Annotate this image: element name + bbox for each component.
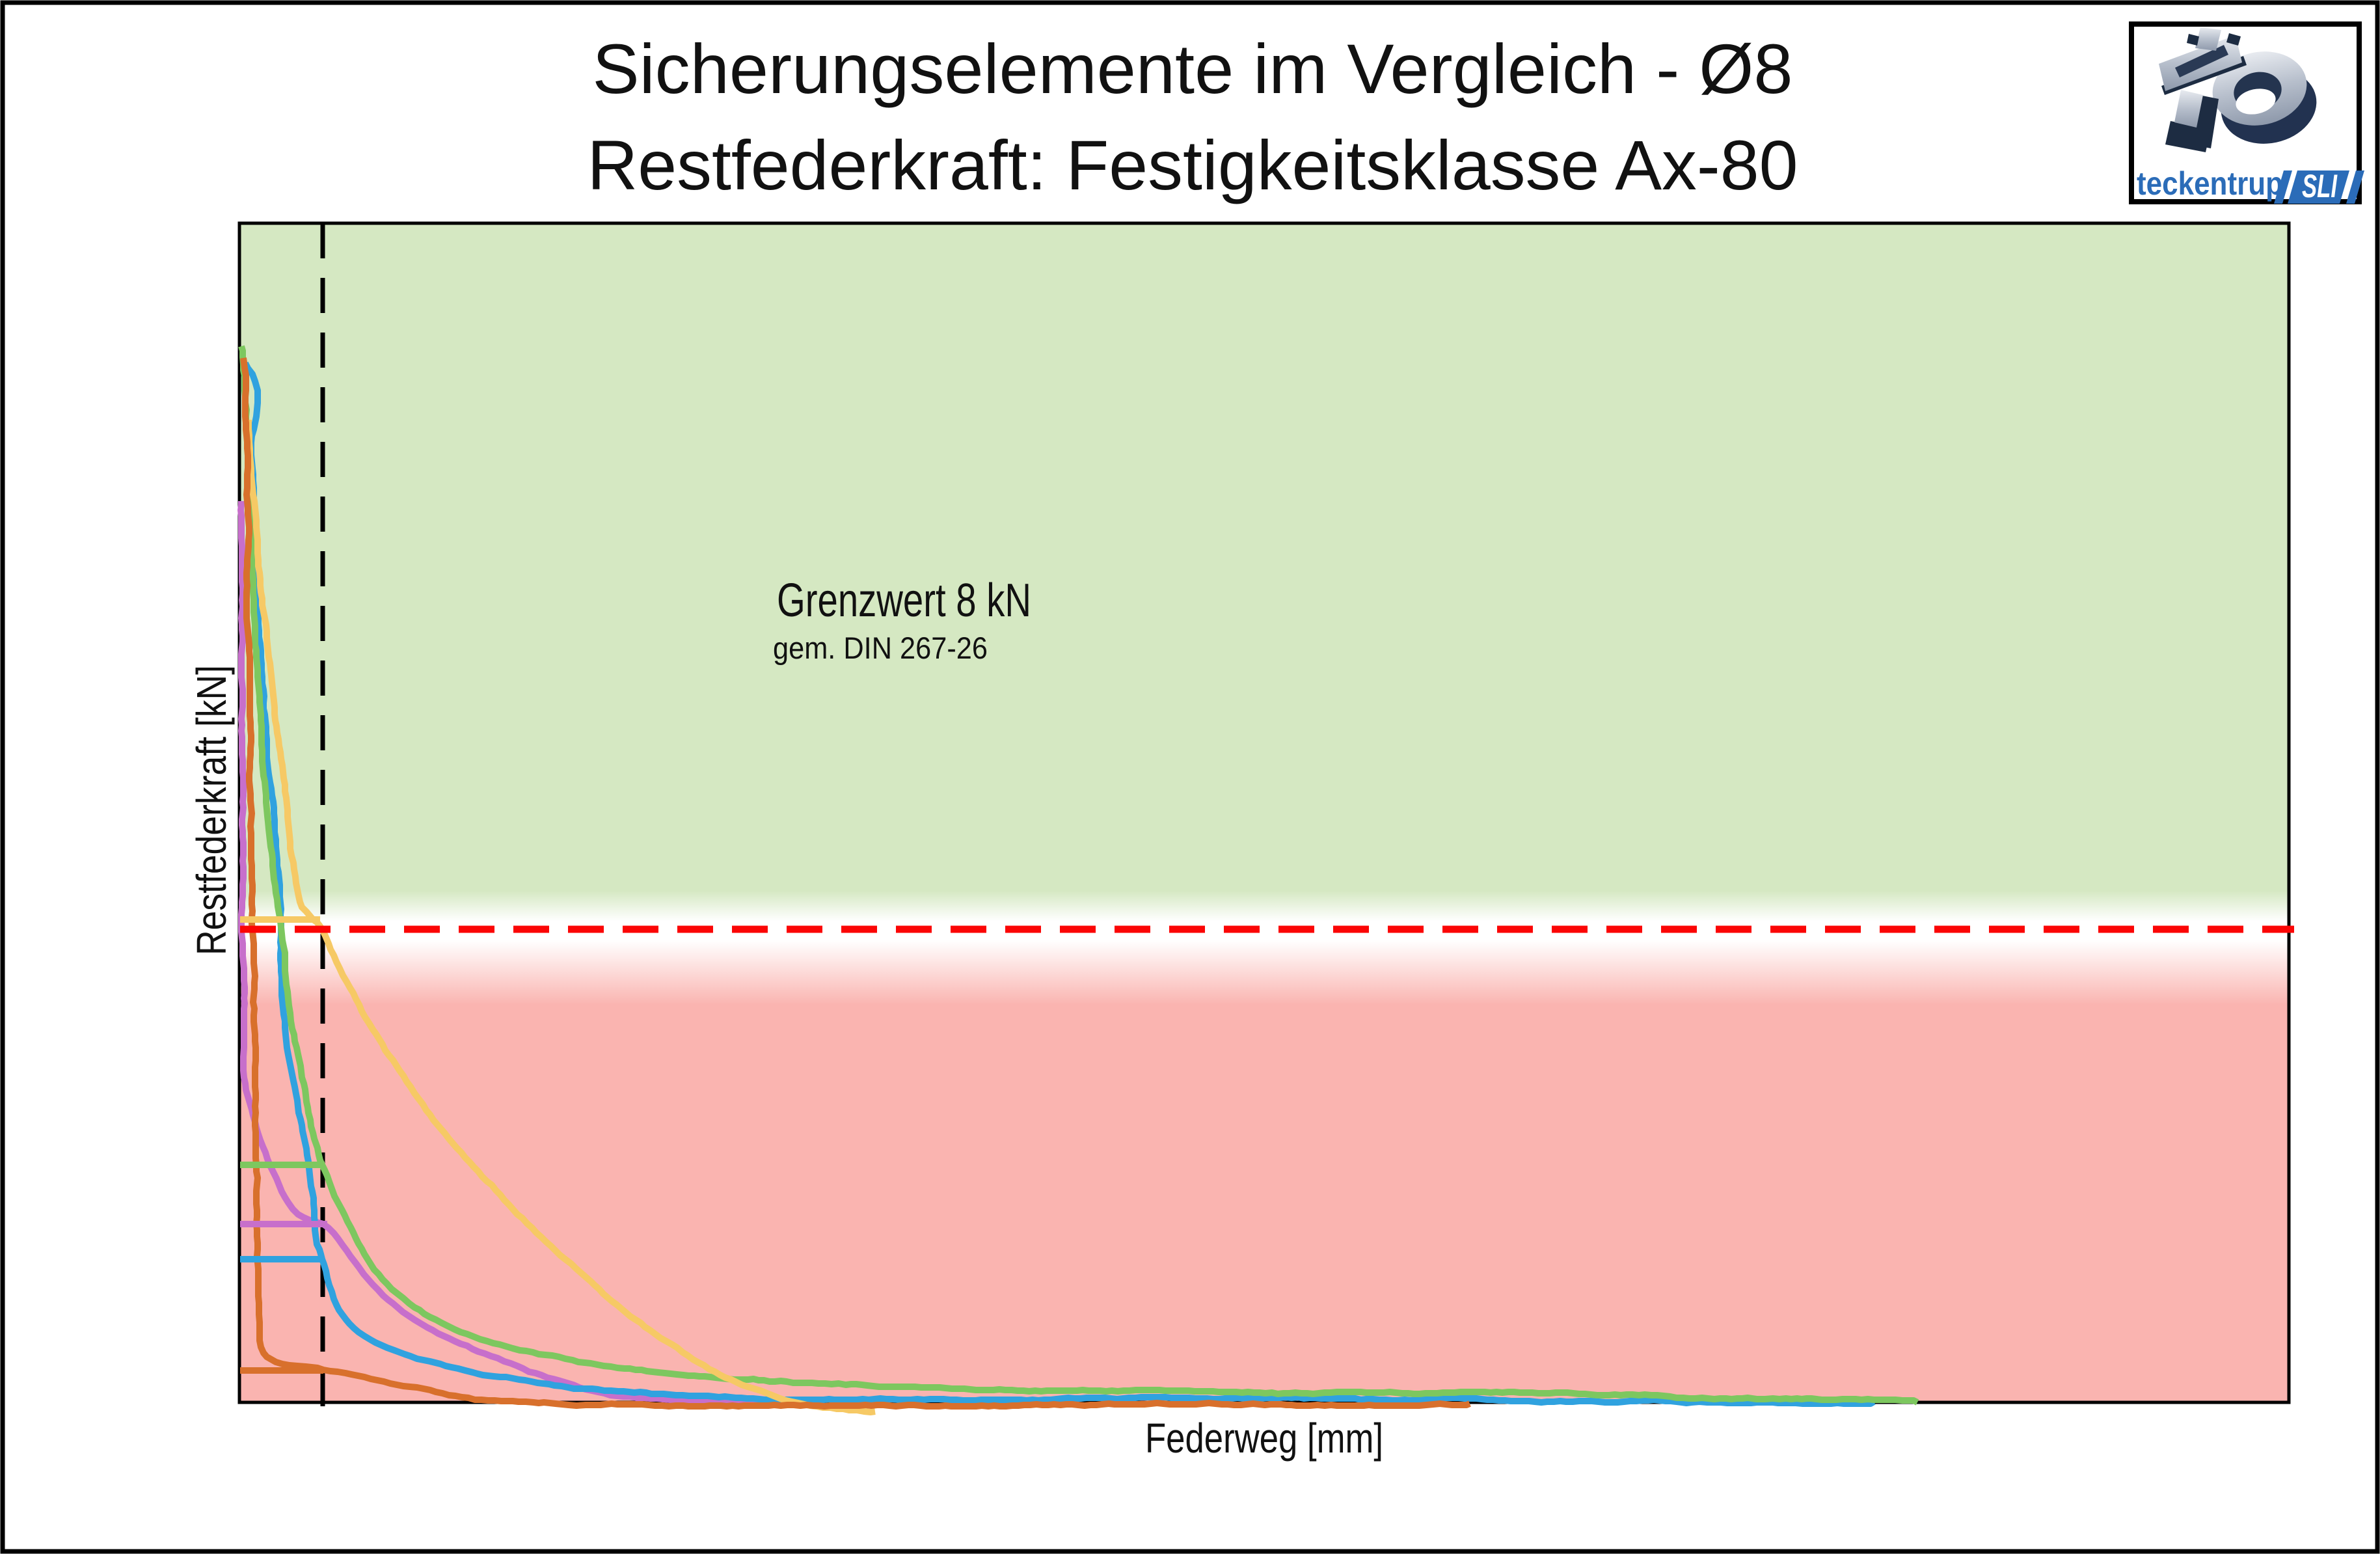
svg-text:Sicherungselemente im Vergleic: Sicherungselemente im Vergleich - Ø8 [593,29,1793,108]
svg-text:teckentrup: teckentrup [2137,165,2283,202]
svg-text:Federweg [mm]: Federweg [mm] [1145,1415,1383,1462]
svg-text:Restfederkraft: Festigkeitskla: Restfederkraft: Festigkeitsklasse Ax-80 [588,126,1798,204]
svg-text:gem. DIN 267-26: gem. DIN 267-26 [773,631,988,665]
svg-text:Restfederkraft [kN]: Restfederkraft [kN] [188,665,235,955]
svg-text:Grenzwert 8 kN: Grenzwert 8 kN [777,575,1031,627]
svg-text:SLI: SLI [2302,168,2338,204]
